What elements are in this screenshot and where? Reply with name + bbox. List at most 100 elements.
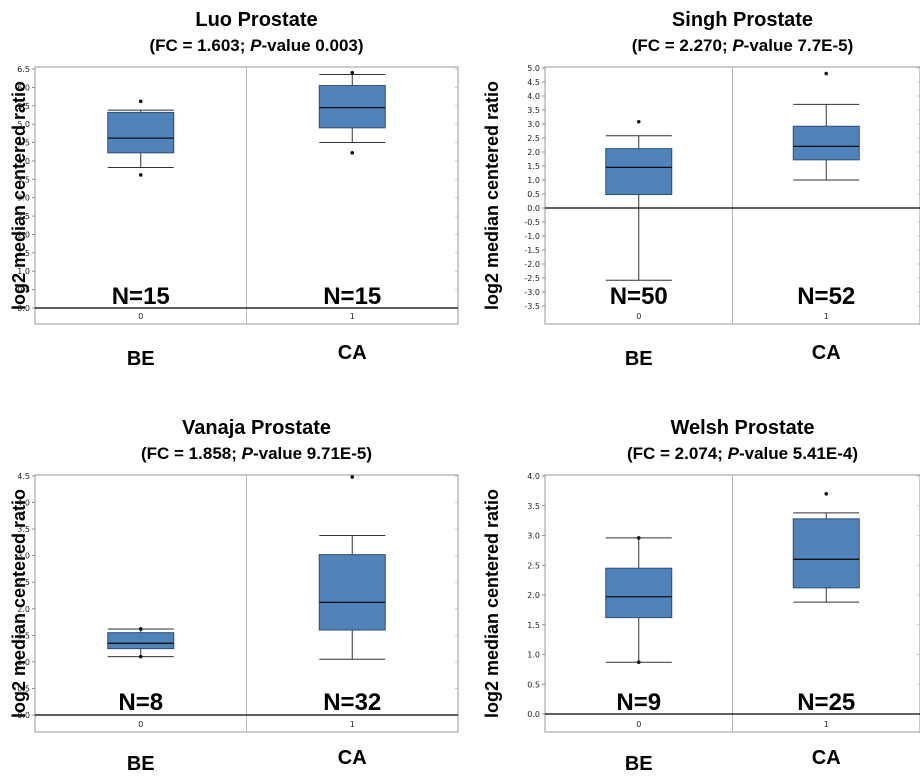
- x-tick-label: 1: [350, 720, 355, 729]
- chart-panel: Welsh Prostate (FC = 2.074; P-value 5.41E…: [482, 417, 920, 775]
- n-label: N=8: [118, 689, 163, 716]
- box-be: [107, 627, 175, 659]
- outlier-point: [138, 99, 143, 104]
- y-tick-label: 1.5: [527, 621, 540, 630]
- y-tick-label: -2.0: [524, 260, 540, 269]
- y-tick-label: 0.0: [17, 304, 30, 313]
- y-tick-label: 4.5: [17, 472, 30, 481]
- box-ca: [792, 492, 860, 603]
- n-label: N=25: [797, 689, 855, 716]
- y-tick-label: 0.0: [527, 204, 540, 213]
- group-label: CA: [338, 342, 367, 364]
- y-tick-label: 2.0: [17, 605, 30, 614]
- subtitle-p: P: [242, 444, 254, 463]
- y-tick-label: -3.5: [524, 302, 540, 311]
- group-label: CA: [338, 747, 367, 769]
- outlier-point: [636, 660, 641, 665]
- y-tick-label: 2.5: [527, 561, 540, 570]
- y-tick-label: 0.0: [527, 710, 540, 719]
- group-label: BE: [127, 753, 155, 775]
- n-label: N=32: [323, 689, 381, 716]
- box-iqr: [792, 518, 860, 589]
- y-tick-label: 3.5: [527, 106, 540, 115]
- subtitle-suffix: -value 5.41E-4): [739, 444, 858, 463]
- y-tick-label: 3.0: [17, 552, 30, 561]
- group-label: CA: [812, 747, 841, 769]
- chart-subtitle: (FC = 2.270; P-value 7.7E-5): [632, 36, 854, 55]
- subtitle-p: P: [728, 444, 740, 463]
- box-ca: [792, 71, 860, 181]
- group-label: BE: [127, 348, 155, 370]
- outlier-point: [636, 536, 641, 540]
- y-tick-label: 5.0: [527, 64, 540, 73]
- outlier-point: [636, 119, 641, 124]
- y-tick-label: 0.5: [17, 286, 30, 295]
- outlier-point: [824, 71, 829, 76]
- y-tick-label: 1.0: [17, 267, 30, 276]
- y-tick-label: 6.0: [17, 83, 30, 92]
- box-iqr: [792, 125, 860, 161]
- y-tick-label: 0.0: [17, 711, 30, 720]
- y-tick-label: 1.0: [527, 176, 540, 185]
- n-label: N=15: [323, 283, 381, 310]
- y-tick-label: 4.0: [17, 157, 30, 166]
- y-tick-label: 3.5: [17, 525, 30, 534]
- outlier-point: [350, 151, 355, 155]
- y-tick-label: 0.5: [527, 680, 540, 689]
- y-tick-label: 1.0: [17, 658, 30, 667]
- y-tick-label: 2.5: [17, 212, 30, 221]
- outlier-point: [138, 173, 143, 177]
- y-tick-label: 6.5: [17, 65, 30, 74]
- x-tick-label: 0: [636, 720, 641, 729]
- box-iqr: [605, 567, 673, 619]
- y-axis-label: log2 median centered ratio: [482, 489, 502, 718]
- box-be: [107, 99, 175, 177]
- subtitle-p: P: [732, 36, 744, 55]
- chart-subtitle: (FC = 1.858; P-value 9.71E-5): [141, 444, 372, 463]
- subtitle-prefix: (FC = 1.603;: [149, 36, 250, 55]
- y-tick-label: -1.0: [524, 232, 540, 241]
- y-tick-label: 2.0: [527, 148, 540, 157]
- chart-panel: Vanaja Prostate (FC = 1.858; P-value 9.71…: [9, 417, 459, 775]
- chart-title: Luo Prostate: [195, 9, 317, 31]
- x-tick-label: 1: [824, 720, 829, 729]
- box-iqr: [107, 111, 175, 154]
- box-iqr: [318, 554, 386, 631]
- y-tick-label: 4.5: [17, 139, 30, 148]
- box-be: [605, 119, 673, 281]
- box-ca: [318, 475, 386, 660]
- x-tick-label: 1: [350, 312, 355, 321]
- group-label: BE: [625, 348, 653, 370]
- chart-panel: Luo Prostate (FC = 1.603; P-value 0.003) l…: [9, 9, 459, 370]
- y-tick-label: 4.0: [527, 472, 540, 481]
- y-tick-label: 0.5: [17, 684, 30, 693]
- y-tick-label: 3.5: [527, 502, 540, 511]
- subtitle-prefix: (FC = 2.270;: [632, 36, 733, 55]
- n-label: N=50: [610, 283, 668, 310]
- outlier-point: [138, 654, 143, 659]
- y-tick-label: 3.5: [17, 175, 30, 184]
- y-tick-label: 5.5: [17, 102, 30, 111]
- subtitle-prefix: (FC = 1.858;: [141, 444, 242, 463]
- x-tick-label: 0: [138, 720, 143, 729]
- y-tick-label: 2.5: [527, 134, 540, 143]
- subtitle-suffix: -value 0.003): [261, 36, 363, 55]
- x-tick-label: 1: [824, 312, 829, 321]
- box-iqr: [107, 632, 175, 650]
- n-label: N=52: [797, 283, 855, 310]
- chart-panel: Singh Prostate (FC = 2.270; P-value 7.7E-…: [482, 9, 920, 370]
- subtitle-suffix: -value 7.7E-5): [744, 36, 854, 55]
- chart-title: Singh Prostate: [672, 9, 813, 31]
- y-axis-label: log2 median centered ratio: [9, 489, 29, 718]
- chart-subtitle: (FC = 1.603; P-value 0.003): [149, 36, 363, 55]
- y-tick-label: 4.5: [527, 78, 540, 87]
- outlier-point: [350, 70, 355, 75]
- y-tick-label: 5.0: [17, 120, 30, 129]
- group-label: BE: [625, 753, 653, 775]
- y-tick-label: 4.0: [17, 499, 30, 508]
- y-tick-label: 4.0: [527, 92, 540, 101]
- y-tick-label: -2.5: [524, 274, 540, 283]
- y-tick-label: 1.0: [527, 651, 540, 660]
- y-tick-label: 3.0: [527, 532, 540, 541]
